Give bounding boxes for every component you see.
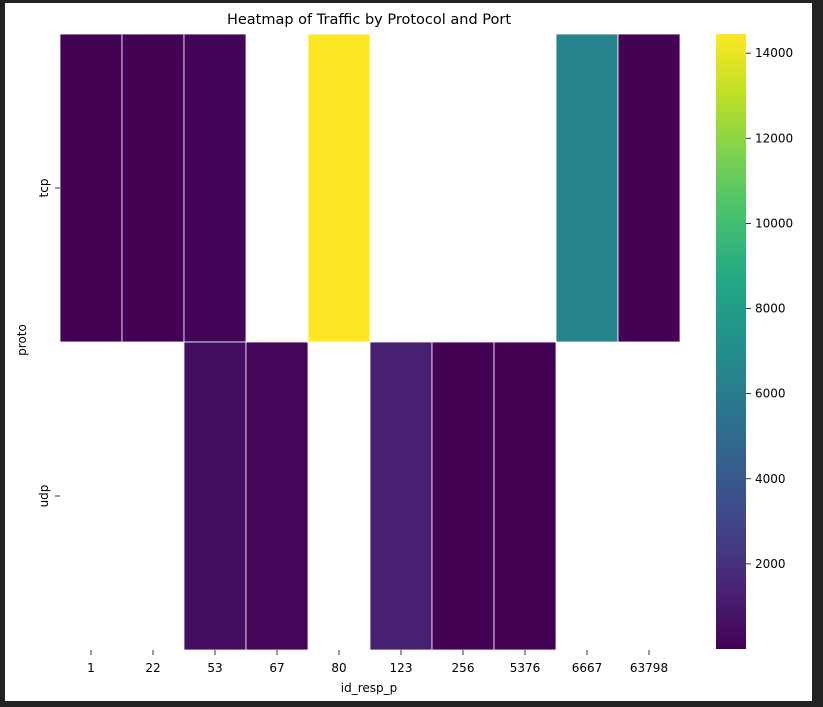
x-tick-label: 256 (452, 661, 475, 675)
heatmap-cell (431, 341, 495, 651)
heatmap-cell (369, 341, 433, 651)
heatmap-cells (59, 33, 681, 651)
heatmap-cell (307, 33, 371, 343)
heatmap-cell (121, 33, 185, 343)
colorbar-tick-label: 8000 (755, 302, 786, 316)
x-axis: 1 22 53 67 80 123 256 5376 6667 63798 (87, 650, 668, 675)
figure: Heatmap of Traffic by Protocol and Port … (5, 3, 812, 701)
y-axis-label: proto (15, 324, 29, 356)
colorbar-tick-label: 12000 (755, 131, 793, 145)
x-tick-label: 63798 (630, 661, 668, 675)
heatmap-chart: Heatmap of Traffic by Protocol and Port … (15, 12, 793, 695)
heatmap-cell (59, 33, 123, 343)
colorbar-tick-label: 2000 (755, 557, 786, 571)
heatmap-cell (183, 33, 247, 343)
x-tick-label: 5376 (510, 661, 541, 675)
x-tick-label: 22 (145, 661, 160, 675)
heatmap-cell (493, 341, 557, 651)
x-tick-label: 1 (87, 661, 95, 675)
colorbar-tick-label: 4000 (755, 472, 786, 486)
heatmap-cell (183, 341, 247, 651)
x-tick-label: 123 (390, 661, 413, 675)
heatmap-cell (245, 341, 309, 651)
colorbar-gradient (716, 34, 746, 649)
x-tick-label: 53 (207, 661, 222, 675)
colorbar: 2000 4000 6000 8000 10000 12000 14000 (716, 34, 793, 649)
x-tick-label: 67 (269, 661, 284, 675)
heatmap-cell (555, 33, 619, 343)
x-axis-label: id_resp_p (341, 681, 398, 695)
chart-title: Heatmap of Traffic by Protocol and Port (227, 12, 511, 28)
y-tick-label: udp (37, 485, 51, 508)
heatmap-cell (617, 33, 681, 343)
colorbar-ticks: 2000 4000 6000 8000 10000 12000 14000 (746, 46, 793, 571)
x-tick-label: 80 (331, 661, 346, 675)
colorbar-tick-label: 14000 (755, 46, 793, 60)
y-tick-label: tcp (37, 179, 51, 198)
x-tick-label: 6667 (572, 661, 603, 675)
colorbar-tick-label: 10000 (755, 216, 793, 230)
colorbar-tick-label: 6000 (755, 387, 786, 401)
y-axis: tcp udp (37, 179, 60, 508)
